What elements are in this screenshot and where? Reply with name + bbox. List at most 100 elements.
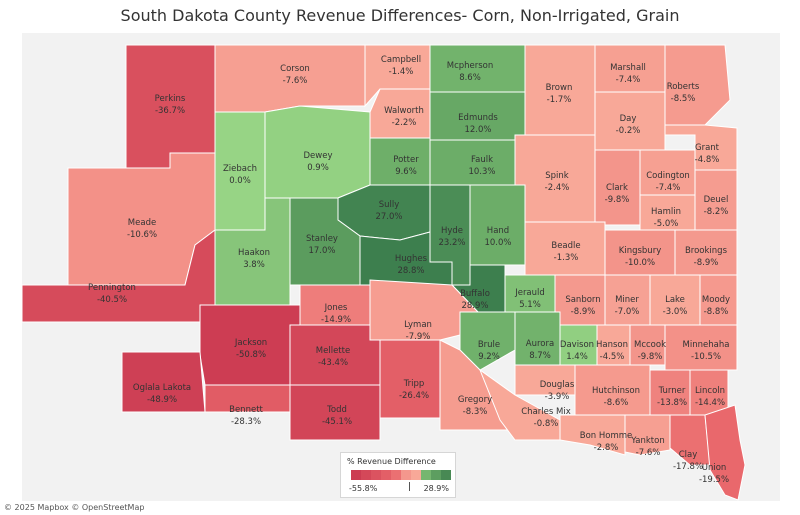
county-name-moody: Moody (702, 295, 730, 305)
county-value-hyde: 23.2% (438, 238, 465, 248)
county-value-tripp: -26.4% (399, 391, 429, 401)
county-name-lincoln: Lincoln (695, 386, 725, 396)
county-name-charles-mix: Charles Mix (521, 407, 570, 417)
county-brule[interactable] (459, 311, 516, 371)
legend-color-ramp (351, 470, 451, 480)
county-name-hanson: Hanson (596, 340, 628, 350)
county-name-haakon: Haakon (238, 248, 270, 258)
county-value-jones: -14.9% (321, 315, 351, 325)
county-name-pennington: Pennington (88, 283, 136, 293)
legend-swatch (391, 470, 401, 480)
county-value-walworth: -2.2% (392, 118, 417, 128)
county-value-douglas: -3.9% (545, 392, 570, 402)
legend-max-label: 28.9% (423, 484, 449, 493)
county-name-marshall: Marshall (610, 63, 646, 73)
county-name-potter: Potter (393, 155, 419, 165)
county-value-corson: -7.6% (283, 76, 308, 86)
county-name-sully: Sully (379, 200, 400, 210)
county-value-lincoln: -14.4% (695, 398, 725, 408)
county-name-miner: Miner (615, 295, 639, 305)
county-value-hutchinson: -8.6% (604, 398, 629, 408)
county-name-meade: Meade (128, 218, 156, 228)
county-name-jackson: Jackson (234, 338, 267, 348)
map-canvas[interactable]: Perkins -36.7% Corson -7.6% Campbell -1.4% Mcp… (22, 33, 780, 501)
county-name-corson: Corson (280, 64, 310, 74)
county-name-stanley: Stanley (306, 234, 338, 244)
county-value-beadle: -1.3% (554, 253, 579, 263)
county-value-mcpherson: 8.6% (459, 73, 481, 83)
legend-swatch (411, 470, 421, 480)
county-name-walworth: Walworth (384, 106, 424, 116)
county-name-perkins: Perkins (155, 94, 186, 104)
county-map[interactable]: Perkins -36.7% Corson -7.6% Campbell -1.4% Mcp… (22, 33, 780, 501)
county-name-lyman: Lyman (404, 320, 432, 330)
county-value-brown: -1.7% (547, 95, 572, 105)
county-name-deuel: Deuel (704, 195, 729, 205)
county-name-hamlin: Hamlin (651, 207, 681, 217)
county-name-campbell: Campbell (381, 55, 421, 65)
color-legend: % Revenue Difference -55.8% 28.9% (340, 452, 456, 498)
county-todd[interactable] (289, 384, 381, 441)
county-value-sully: 27.0% (375, 212, 402, 222)
county-name-minnehaha: Minnehaha (683, 340, 730, 350)
county-value-pennington: -40.5% (97, 295, 127, 305)
county-value-spink: -2.4% (545, 183, 570, 193)
county-name-bon-homme: Bon Homme (580, 431, 633, 441)
county-value-deuel: -8.2% (704, 207, 729, 217)
legend-swatch (371, 470, 381, 480)
county-name-faulk: Faulk (471, 155, 493, 165)
county-value-oglala-lakota: -48.9% (147, 395, 177, 405)
legend-zero-tick (409, 482, 410, 491)
county-value-lyman: -7.9% (406, 332, 431, 342)
county-hand[interactable] (469, 184, 526, 266)
county-value-aurora: 8.7% (529, 351, 551, 361)
county-name-mcpherson: Mcpherson (447, 61, 494, 71)
legend-swatch (421, 470, 431, 480)
county-value-edmunds: 12.0% (464, 125, 491, 135)
county-value-clark: -9.8% (605, 195, 630, 205)
legend-min-label: -55.8% (349, 484, 378, 493)
county-union[interactable] (704, 404, 746, 501)
county-value-dewey: 0.9% (307, 163, 329, 173)
county-name-hand: Hand (487, 226, 509, 236)
map-attribution: © 2025 Mapbox © OpenStreetMap (4, 503, 145, 512)
county-layer (22, 44, 746, 501)
county-value-grant: -4.8% (695, 155, 720, 165)
county-minnehaha[interactable] (664, 324, 738, 371)
legend-swatch (351, 470, 361, 480)
county-name-grant: Grant (695, 143, 720, 153)
county-name-sanborn: Sanborn (565, 295, 600, 305)
county-bon-homme[interactable] (559, 414, 626, 456)
county-value-charles-mix: -0.8% (534, 419, 559, 429)
county-value-turner: -13.8% (657, 398, 687, 408)
county-name-kingsbury: Kingsbury (619, 246, 661, 256)
county-value-haakon: 3.8% (243, 260, 265, 270)
county-value-meade: -10.6% (127, 230, 157, 240)
county-value-clay: -17.8% (673, 462, 703, 472)
county-name-yankton: Yankton (630, 436, 664, 446)
county-name-hughes: Hughes (395, 254, 428, 264)
county-value-bennett: -28.3% (231, 417, 261, 427)
county-name-buffalo: Buffalo (460, 289, 490, 299)
county-value-brookings: -8.9% (694, 258, 719, 268)
county-name-brookings: Brookings (685, 246, 728, 256)
county-value-minnehaha: -10.5% (691, 352, 721, 362)
county-value-perkins: -36.7% (155, 106, 185, 116)
county-value-brule: 9.2% (478, 352, 500, 362)
county-value-codington: -7.4% (656, 183, 681, 193)
county-name-douglas: Douglas (540, 380, 575, 390)
county-value-davison: 1.4% (566, 352, 588, 362)
county-yankton[interactable] (624, 414, 671, 456)
county-value-buffalo: 28.9% (461, 301, 488, 311)
county-name-hutchinson: Hutchinson (592, 386, 640, 396)
county-clay[interactable] (669, 414, 711, 466)
county-value-sanborn: -8.9% (571, 307, 596, 317)
county-value-hamlin: -5.0% (654, 219, 679, 229)
county-name-beadle: Beadle (551, 241, 580, 251)
county-value-hughes: 28.8% (397, 266, 424, 276)
county-name-mellette: Mellette (316, 346, 350, 356)
county-name-todd: Todd (326, 405, 347, 415)
county-name-turner: Turner (658, 386, 686, 396)
legend-swatch (381, 470, 391, 480)
county-value-hand: 10.0% (484, 238, 511, 248)
